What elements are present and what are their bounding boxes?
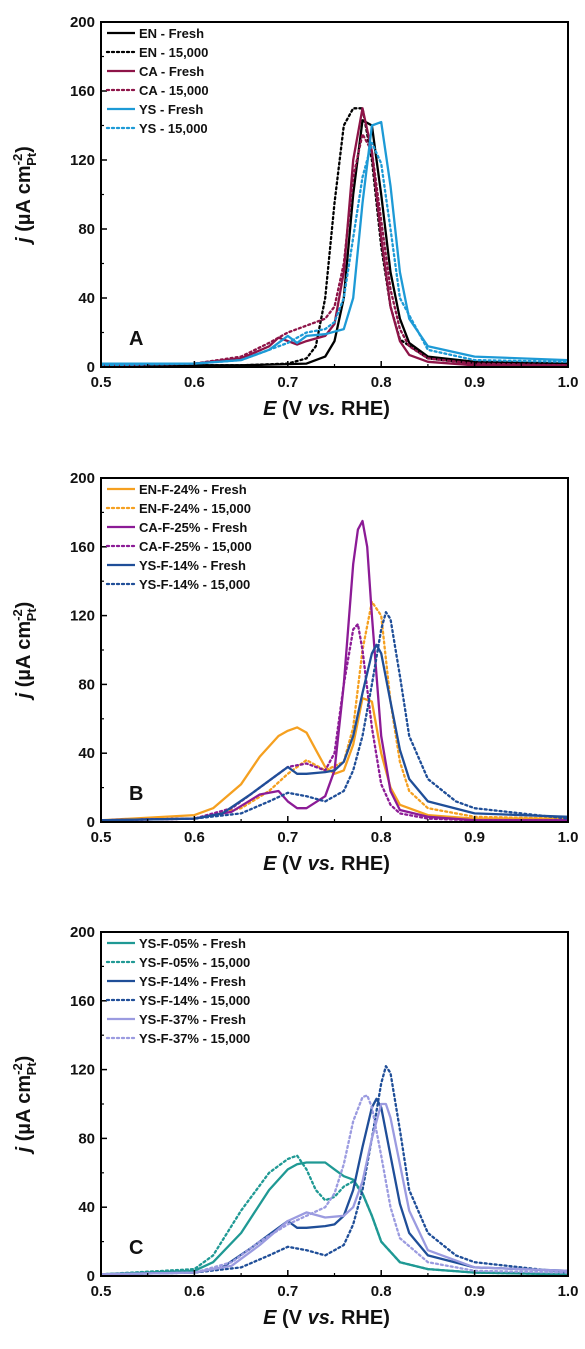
y-tick-label: 80 — [78, 1130, 95, 1147]
legend-label: YS - 15,000 — [139, 121, 208, 136]
series-line-0 — [101, 697, 568, 822]
y-tick-label: 160 — [70, 993, 95, 1010]
legend-label: CA - Fresh — [139, 64, 204, 79]
series-group — [101, 1065, 568, 1276]
legend-label: YS-F-05% - Fresh — [139, 936, 246, 951]
legend-label: CA - 15,000 — [139, 83, 209, 98]
legend-label: EN - Fresh — [139, 26, 204, 41]
x-tick-label: 1.0 — [558, 1283, 579, 1300]
y-tick-label: 200 — [70, 470, 95, 487]
chart-panel-c: 0.5 0.6 0.7 0.8 0.9 1.0 0 40 80 120 160 200 E (V vs.… — [10, 924, 578, 1329]
legend-label: YS-F-14% - Fresh — [139, 558, 246, 573]
y-tick-label: 80 — [78, 676, 95, 693]
legend-label: YS-F-14% - 15,000 — [139, 577, 250, 592]
y-tick-label: 120 — [70, 1062, 95, 1079]
y-tick-label: 160 — [70, 539, 95, 556]
series-line-4 — [101, 643, 568, 822]
x-tick-label: 0.9 — [464, 1283, 485, 1300]
y-tick-label: 200 — [70, 14, 95, 31]
series-line-3 — [101, 132, 568, 367]
x-tick-label: 0.6 — [184, 1283, 205, 1300]
legend-label: CA-F-25% - Fresh — [139, 520, 247, 535]
y-tick-label: 40 — [78, 745, 95, 762]
legend-label: YS-F-37% - 15,000 — [139, 1031, 250, 1046]
y-tick-label: 40 — [78, 1199, 95, 1216]
y-tick-label: 120 — [70, 152, 95, 169]
x-tick-label: 0.8 — [371, 1283, 392, 1300]
x-tick-label: 0.8 — [371, 829, 392, 846]
series-line-2 — [101, 1097, 568, 1276]
chart-panel-a: 0.5 0.6 0.7 0.8 0.9 1.0 0 40 80 120 160 200 E (V vs.… — [10, 14, 578, 420]
y-tick-label: 0 — [87, 359, 95, 376]
x-tick-label: 0.8 — [371, 374, 392, 391]
panel-label: C — [129, 1237, 143, 1259]
x-tick-label: 0.9 — [464, 374, 485, 391]
y-tick-label: 200 — [70, 924, 95, 941]
x-tick-label: 1.0 — [558, 374, 579, 391]
legend: YS-F-05% - Fresh YS-F-05% - 15,000 YS-F-14… — [105, 936, 250, 1046]
x-tick-label: 0.9 — [464, 829, 485, 846]
chart-panel-b: 0.5 0.6 0.7 0.8 0.9 1.0 0 40 80 120 160 200 E (V vs.… — [10, 470, 578, 875]
x-tick-label: 1.0 — [558, 829, 579, 846]
x-tick-label: 0.5 — [91, 374, 112, 391]
x-tick-label: 0.7 — [277, 1283, 298, 1300]
series-line-0 — [101, 1161, 568, 1276]
x-axis-title: E (V vs. RHE) — [263, 853, 390, 875]
series-line-3 — [101, 623, 568, 822]
panel-label: A — [129, 328, 143, 350]
legend-label: YS-F-05% - 15,000 — [139, 955, 250, 970]
legend-label: CA-F-25% - 15,000 — [139, 539, 252, 554]
y-tick-label: 40 — [78, 290, 95, 307]
x-tick-label: 0.5 — [91, 829, 112, 846]
panel-label: B — [129, 783, 143, 805]
x-tick-label: 0.6 — [184, 829, 205, 846]
legend-label: YS-F-37% - Fresh — [139, 1012, 246, 1027]
x-tick-label: 0.6 — [184, 374, 205, 391]
series-line-4 — [101, 1102, 568, 1276]
y-tick-label: 80 — [78, 221, 95, 238]
legend-label: EN-F-24% - Fresh — [139, 482, 247, 497]
x-tick-label: 0.5 — [91, 1283, 112, 1300]
x-tick-label: 0.7 — [277, 829, 298, 846]
y-tick-label: 0 — [87, 814, 95, 831]
series-line-1 — [101, 107, 568, 367]
series-line-2 — [101, 107, 568, 367]
series-group — [101, 107, 568, 367]
series-line-5 — [101, 611, 568, 822]
legend: EN - Fresh EN - 15,000 CA - Fresh CA - 15,0… — [105, 26, 209, 136]
legend-label: YS - Fresh — [139, 102, 203, 117]
series-line-1 — [101, 600, 568, 822]
legend: EN-F-24% - Fresh EN-F-24% - 15,000 CA-F-25… — [105, 482, 252, 592]
series-line-5 — [101, 1094, 568, 1276]
series-group — [101, 519, 568, 822]
series-line-2 — [101, 519, 568, 822]
legend-label: EN-F-24% - 15,000 — [139, 501, 251, 516]
legend-label: EN - 15,000 — [139, 45, 208, 60]
y-tick-label: 0 — [87, 1268, 95, 1285]
legend-label: YS-F-14% - Fresh — [139, 974, 246, 989]
series-line-4 — [101, 120, 568, 365]
y-axis-title: j (µA cm-2Pt) — [10, 1056, 39, 1156]
series-line-0 — [101, 119, 568, 367]
series-line-5 — [101, 141, 568, 367]
x-tick-label: 0.7 — [277, 374, 298, 391]
y-tick-label: 160 — [70, 83, 95, 100]
x-axis-title: E (V vs. RHE) — [263, 1307, 390, 1329]
series-line-1 — [101, 1154, 568, 1276]
x-axis-title: E (V vs. RHE) — [263, 398, 390, 420]
legend-label: YS-F-14% - 15,000 — [139, 993, 250, 1008]
y-axis-title: j (µA cm-2Pt) — [10, 146, 39, 246]
y-tick-label: 120 — [70, 608, 95, 625]
y-axis-title: j (µA cm-2Pt) — [10, 602, 39, 702]
